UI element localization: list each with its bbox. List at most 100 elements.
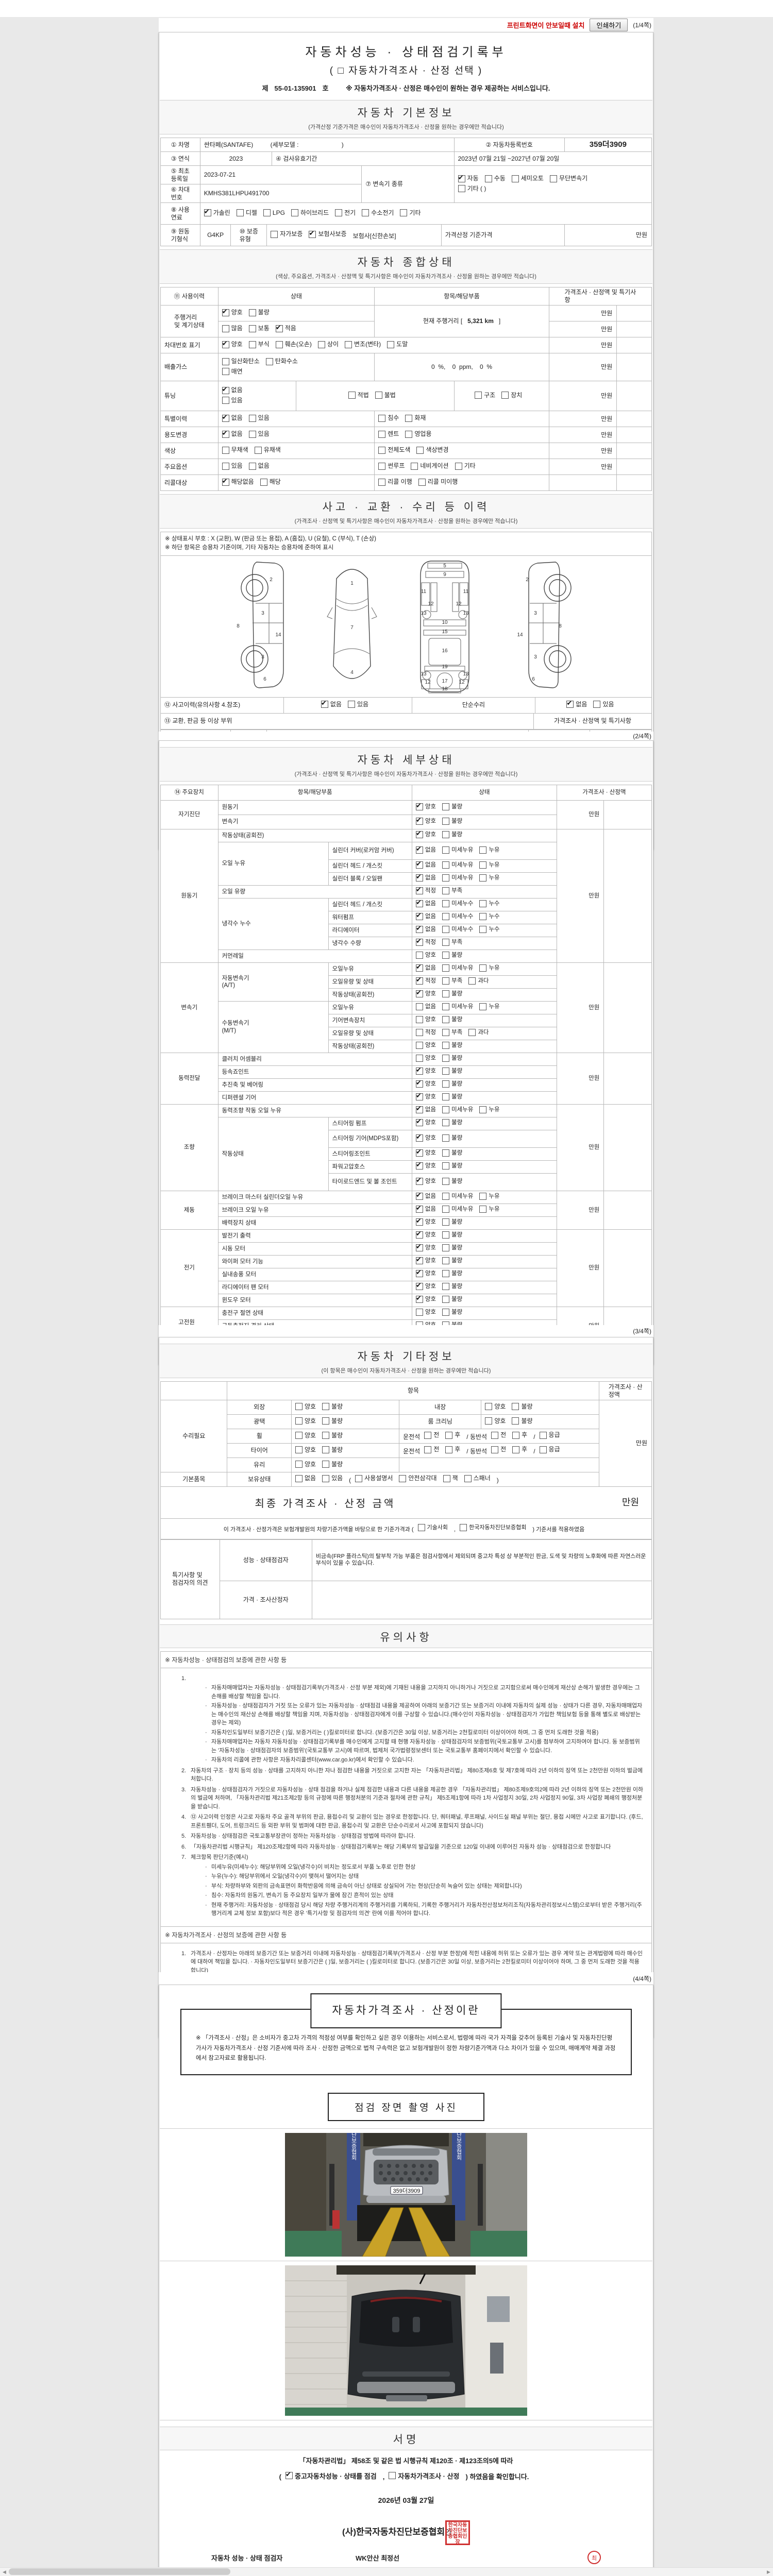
print-helper-link[interactable]: 프린트화면이 안보일때 설치 <box>507 22 585 29</box>
checkbox <box>387 341 395 348</box>
checkbox <box>512 1431 520 1439</box>
svg-text:3: 3 <box>261 611 264 616</box>
horizontal-scrollbar[interactable]: ◀ ▶ <box>0 2567 773 2576</box>
cell: 워터펌프 <box>328 911 412 924</box>
cell: 작동상태(공회전) <box>328 989 412 1002</box>
checkbox <box>248 462 256 470</box>
checkbox-label: 매연 <box>231 367 243 375</box>
cell: 양호 불량 <box>291 1415 400 1429</box>
cell: 수동변속기 (M/T) <box>218 1002 329 1053</box>
cell: 실린더 헤드 / 개스킷 <box>328 860 412 873</box>
caution-item: 5. 자동차성능 · 상태점검은 국토교통부장관이 정하는 자동차성능 · 상태점… <box>181 1833 415 1840</box>
cell: ① 차명 <box>161 138 200 152</box>
checkbox <box>442 831 450 839</box>
checkbox <box>442 874 450 882</box>
checkbox <box>222 413 229 422</box>
checkbox <box>415 816 423 825</box>
cell: 양호 불량 <box>412 801 557 815</box>
section-overall-state: 자동차 종합상태 (색상, 주요옵션, 가격조사 · 산정액 및 특기사항은 매… <box>160 249 652 284</box>
checkbox-label: 불량 <box>451 1232 463 1239</box>
cell: 썬루프 네비게이션 기타 <box>375 459 549 475</box>
cell: 오일 누유 <box>218 842 329 886</box>
cell: 적법 불법 <box>296 381 455 411</box>
checkbox-label: 미세누유 <box>451 875 474 882</box>
caution-subitem: · 자동차성능 · 상태점검자가 거짓 또는 오류가 있는 자동차성능 · 상태점… <box>205 1703 643 1726</box>
svg-text:2: 2 <box>270 577 273 583</box>
cell: 동력전달 <box>161 1053 219 1105</box>
cell: ⑤ 최초 등록일 2023-07-21 ⑥ 차대 번호 KMHS381LHPU491700 <box>161 166 362 203</box>
page-marker-1: (1/4쪽) <box>633 22 651 29</box>
section-title: 사고 · 교환 · 수리 등 이력 <box>322 501 490 513</box>
cell: 배력장치 상태 <box>218 1217 412 1230</box>
checkbox <box>511 175 519 182</box>
cell: 오일유량 및 상태 <box>328 1027 412 1040</box>
checkbox-label: 상이 <box>327 341 339 348</box>
checkbox <box>442 803 450 810</box>
checkbox-label: 양호 <box>425 1219 436 1226</box>
cell: 없음 미세누유 누유 <box>412 1002 557 1014</box>
cell: 양호 불량 <box>412 1053 557 1066</box>
cell: 무채색 유채색 <box>218 443 375 459</box>
checkbox-label: 양호 <box>304 1417 316 1425</box>
etc-info-table: 항목 가격조사 · 산 정액 수리필요 외장 양호 불량 내장 양호 불량 광택 양호 불량 룸 크리닝 양… <box>160 1381 652 1487</box>
final-price-unit: 만원 <box>621 1497 639 1507</box>
vehicle-damage-diagram: 2 8 3 14 3 6 1 7 4 5 9 11 11 12 12 13 13 10 15 16 19 13 13 12 12… <box>160 555 652 697</box>
table-row: 작동상태(공회전) 양호 불량 <box>328 989 557 1002</box>
cell: 클러치 어셈블리양호불량등속죠인트양호불량추진축 및 베어링양호불량디퍼렌셜 기… <box>218 1053 557 1105</box>
cell: 적정 부족 <box>412 886 557 899</box>
scroll-left-arrow[interactable]: ◀ <box>3 2569 6 2574</box>
cell: 성능 · 상태점검자 비금속(FRP 플라스틱)의 탈부착 가능 부품은 점검사항… <box>220 1539 652 1619</box>
cell: 없음 미세누유 누유 <box>412 1191 557 1204</box>
table-row: 오일 유량 적정 부족 <box>218 886 557 899</box>
cell: 발전기 출력양호불량시동 모터양호불량와이퍼 모터 기능양호불량실내송풍 모터양… <box>218 1230 557 1307</box>
checkbox <box>479 964 487 972</box>
checkbox <box>442 1106 450 1114</box>
checkbox <box>445 1431 453 1439</box>
checkbox <box>442 1003 450 1011</box>
page-marker-strip-3: (3/4쪽) <box>159 1325 653 1337</box>
cell: 적정 부족 <box>412 937 557 950</box>
cell: 브레이크 마스터 실린더오일 누유없음미세누유누유브레이크 오일 누유없음미세누… <box>218 1191 557 1230</box>
checkbox-label: 불량 <box>451 1042 463 1049</box>
checkbox <box>415 1016 423 1024</box>
print-button[interactable]: 인쇄하기 <box>590 19 628 31</box>
cell: 만원 <box>549 411 617 427</box>
checkbox <box>415 1042 423 1049</box>
checkbox-label: 자동차가격조사 · 산정 <box>398 2472 460 2480</box>
doc-no-prefix: 제 <box>262 84 268 92</box>
checkbox-label: 불량 <box>521 1402 533 1410</box>
cell: 양호 불량 <box>412 1066 557 1079</box>
section-note: (가격조사 · 산정액 및 특기사항은 매수인이 자동차가격조사 · 산정을 원… <box>294 771 518 777</box>
checkbox-label: 스패너 <box>473 1475 491 1482</box>
checkbox <box>285 2470 293 2480</box>
scroll-right-arrow[interactable]: ▶ <box>767 2569 770 2574</box>
table-row: 클러치 어셈블리 양호 불량 <box>218 1053 557 1066</box>
checkbox-label: 하이브리드 <box>300 209 329 216</box>
basic-info-table: ① 차명 싼타페(SANTAFE) (세부모델 : ) ② 자동차등록번호 359더3… <box>160 138 652 246</box>
checkbox <box>295 1432 303 1439</box>
checkbox <box>415 1055 423 1062</box>
cell: 자가보증 보험사보증 보험사[신한손보] <box>267 225 442 246</box>
cell: 없음 미세누유 누유 <box>412 963 557 976</box>
checkbox-label: 불량 <box>451 1219 463 1226</box>
checkbox <box>479 900 487 908</box>
checkbox-label: 없음 <box>258 462 270 470</box>
checkbox-label: 기타 ( ) <box>467 184 486 192</box>
cell: 양호 불량 <box>412 950 557 963</box>
cell <box>617 306 652 321</box>
inspector-seal-icon: 최 <box>580 2551 601 2565</box>
svg-text:13: 13 <box>421 671 427 677</box>
checkbox-label: 누유 <box>489 965 500 972</box>
svg-text:17: 17 <box>442 679 448 684</box>
checkbox <box>442 887 450 895</box>
checkbox-label: 불량 <box>258 309 270 316</box>
checkbox <box>442 1193 450 1200</box>
table-row: 성능 · 상태점검자 비금속(FRP 플라스틱)의 탈부착 가능 부품은 점검사항… <box>220 1539 652 1581</box>
checkbox <box>442 1080 450 1088</box>
inspector-opinion-table: 특기사항 및 점검자의 의견 성능 · 상태점검자 비금속(FRP 플라스틱)의 탈부… <box>160 1539 652 1619</box>
checkbox-label: 불량 <box>451 818 463 824</box>
cell <box>161 1382 228 1400</box>
cell: 만원 <box>549 443 617 459</box>
scrollbar-thumb[interactable] <box>9 2568 230 2575</box>
